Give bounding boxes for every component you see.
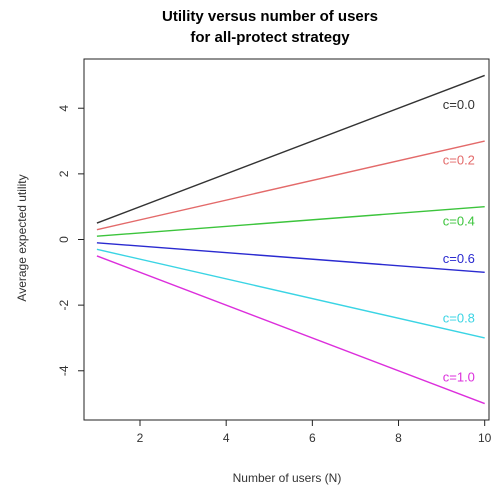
series-line-c-0-6 xyxy=(96,242,485,274)
x-tick-label: 8 xyxy=(395,431,402,445)
series-label: c=0.2 xyxy=(443,153,475,168)
y-axis: -4 -2 0 2 4 xyxy=(57,105,84,376)
y-tick-label: 0 xyxy=(57,236,71,243)
x-tick-label: 4 xyxy=(223,431,230,445)
y-tick-label: 4 xyxy=(57,105,71,112)
x-tick-label: 6 xyxy=(309,431,316,445)
x-axis-label: Number of users (N) xyxy=(233,471,342,485)
series-line-c-0-4 xyxy=(96,205,485,237)
plot-area-frame xyxy=(83,58,490,421)
chart-title-line-1: Utility versus number of users xyxy=(162,8,378,25)
series-label: c=0.0 xyxy=(443,97,475,112)
x-tick-label: 2 xyxy=(137,431,144,445)
series-label: c=0.8 xyxy=(443,310,475,325)
series-labels: c=0.0 c=0.2 c=0.4 c=0.6 c=0.8 c=1.0 xyxy=(443,97,475,384)
series-label: c=0.4 xyxy=(443,213,475,228)
series-line-c-0-8 xyxy=(96,248,485,339)
series-label: c=0.6 xyxy=(443,251,475,266)
series-line-c-0-0 xyxy=(96,74,485,224)
x-axis: 2 4 6 8 10 xyxy=(137,420,491,445)
series-line-c-1-0 xyxy=(96,255,485,405)
x-tick-label: 10 xyxy=(478,431,491,445)
y-tick-label: -2 xyxy=(57,299,71,310)
chart-title-line-2: for all-protect strategy xyxy=(190,29,350,46)
y-axis-label: Average expected utility xyxy=(15,174,29,301)
y-tick-label: 2 xyxy=(57,170,71,177)
series-line-c-0-2 xyxy=(96,140,485,231)
series-lines xyxy=(96,74,485,405)
y-tick-label: -4 xyxy=(57,365,71,376)
series-label: c=1.0 xyxy=(443,369,475,384)
